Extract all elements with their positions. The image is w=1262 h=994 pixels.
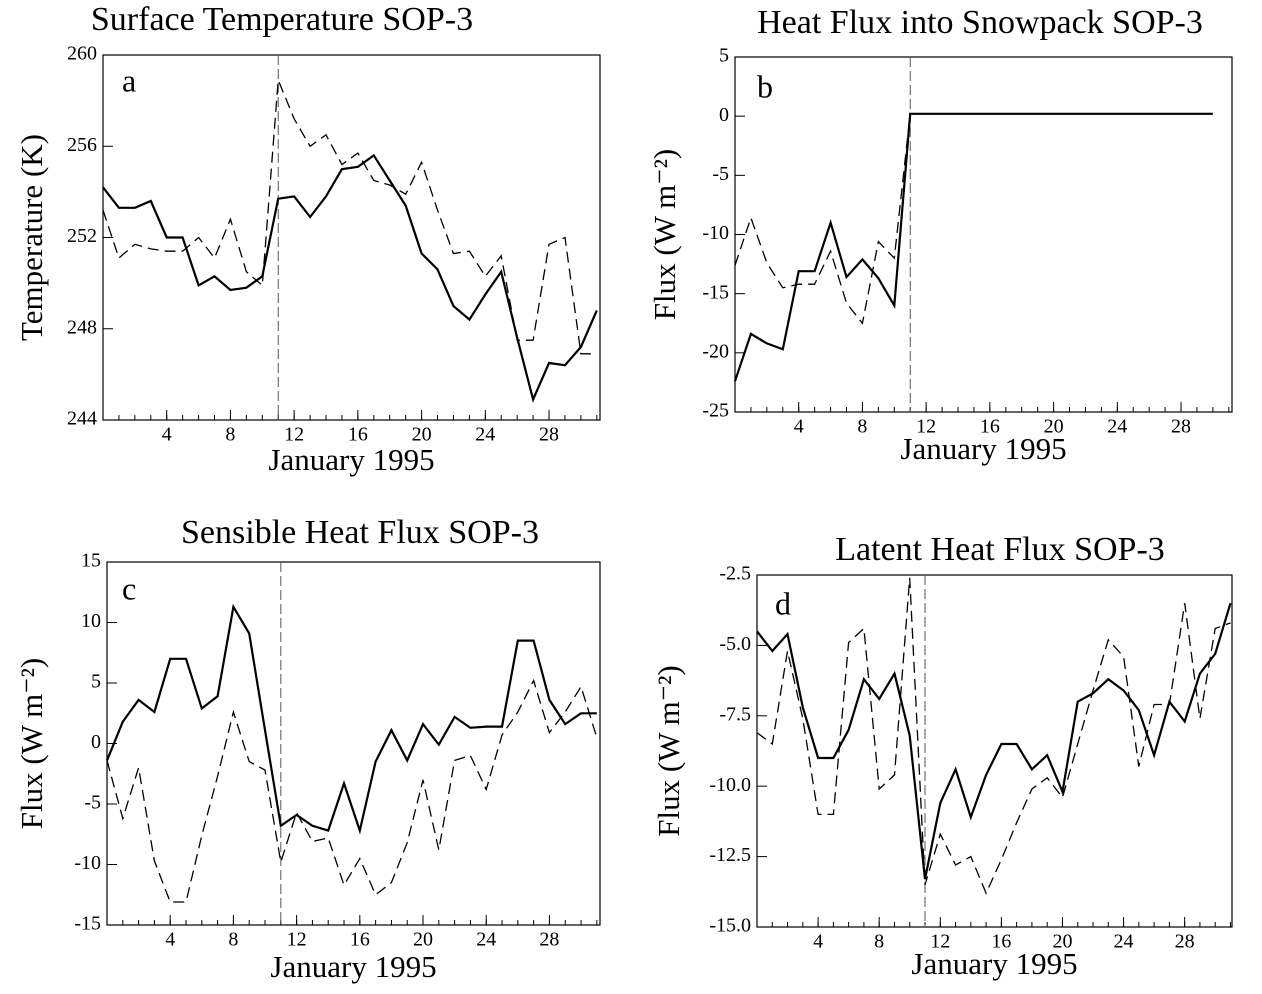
solid-line <box>756 602 1232 880</box>
y-tick-label: -10.0 <box>709 774 751 796</box>
solid-line <box>105 603 597 835</box>
x-tick-label: 24 <box>1114 931 1134 953</box>
y-tick-label: 248 <box>67 316 97 338</box>
y-tick-label: -5.0 <box>719 633 751 655</box>
y-tick-label: -20 <box>702 340 729 362</box>
y-tick-label: -5 <box>84 792 101 814</box>
plot-frame <box>734 56 1233 413</box>
panel-label: c <box>122 570 136 606</box>
panel-label: a <box>122 62 136 98</box>
dashed-line <box>106 678 598 903</box>
chart-title: Sensible Heat Flux SOP-3 <box>181 514 539 551</box>
y-axis-label: Flux (W m⁻²) <box>14 658 49 829</box>
plot-frame <box>106 561 601 926</box>
x-axis-label: January 1995 <box>900 431 1066 466</box>
y-axis-label: Temperature (K) <box>14 134 49 341</box>
y-tick-label: -5 <box>712 163 729 185</box>
y-tick-label: -7.5 <box>719 703 751 725</box>
y-tick-label: -15 <box>74 913 101 935</box>
dashed-line <box>734 113 911 325</box>
y-tick-label: -12.5 <box>709 844 751 866</box>
x-tick-label: 12 <box>930 931 950 953</box>
x-tick-label: 16 <box>991 931 1011 953</box>
x-tick-label: 12 <box>284 424 304 446</box>
chart-title: Surface Temperature SOP-3 <box>91 1 473 38</box>
x-axis-label: January 1995 <box>911 946 1077 981</box>
x-tick-label: 4 <box>813 931 823 953</box>
plot-frame <box>756 574 1233 928</box>
y-tick-label: 260 <box>67 43 97 65</box>
x-tick-label: 20 <box>413 929 433 951</box>
x-tick-label: 28 <box>1175 931 1195 953</box>
y-tick-label: 0 <box>719 104 729 126</box>
x-tick-label: 28 <box>539 929 559 951</box>
panel-label: d <box>775 585 791 621</box>
x-tick-label: 8 <box>874 931 884 953</box>
x-tick-label: 16 <box>350 929 370 951</box>
x-axis-label: January 1995 <box>268 442 434 477</box>
panel-label: b <box>757 68 773 104</box>
x-tick-label: 20 <box>1052 931 1072 953</box>
y-tick-label: 244 <box>67 408 97 430</box>
y-tick-label: -2.5 <box>719 563 751 585</box>
y-tick-label: -15.0 <box>709 915 751 937</box>
x-tick-label: 24 <box>475 424 495 446</box>
x-tick-label: 20 <box>412 424 432 446</box>
x-tick-label: 8 <box>857 416 867 438</box>
x-tick-label: 16 <box>980 416 1000 438</box>
x-tick-label: 20 <box>1044 416 1064 438</box>
y-tick-label: 5 <box>91 671 101 693</box>
x-tick-label: 12 <box>916 416 936 438</box>
x-axis-label: January 1995 <box>270 949 436 984</box>
chart-title: Heat Flux into Snowpack SOP-3 <box>757 4 1203 41</box>
x-tick-label: 12 <box>287 929 307 951</box>
x-tick-label: 24 <box>1107 416 1127 438</box>
x-tick-label: 8 <box>228 929 238 951</box>
y-tick-label: 5 <box>719 45 729 67</box>
y-tick-label: -25 <box>702 400 729 422</box>
x-tick-label: 28 <box>1171 416 1191 438</box>
y-axis-label: Flux (W m⁻²) <box>651 665 686 836</box>
x-tick-label: 24 <box>476 929 496 951</box>
y-tick-label: 15 <box>81 550 101 572</box>
dashed-line <box>102 79 597 355</box>
y-tick-label: 0 <box>91 731 101 753</box>
x-tick-label: 4 <box>162 424 172 446</box>
x-tick-label: 4 <box>794 416 804 438</box>
solid-line <box>102 153 598 403</box>
y-tick-label: -10 <box>74 852 101 874</box>
x-tick-label: 16 <box>348 424 368 446</box>
chart-title: Latent Heat Flux SOP-3 <box>835 531 1165 568</box>
x-tick-label: 4 <box>165 929 175 951</box>
y-tick-label: -10 <box>702 222 729 244</box>
y-tick-label: -15 <box>702 281 729 303</box>
x-tick-label: 28 <box>539 424 559 446</box>
dashed-line <box>756 577 1231 895</box>
y-tick-label: 256 <box>67 134 97 156</box>
x-tick-label: 8 <box>225 424 235 446</box>
solid-line <box>733 112 1213 382</box>
y-tick-label: 252 <box>67 225 97 247</box>
y-tick-label: 10 <box>81 610 101 632</box>
y-axis-label: Flux (W m⁻²) <box>647 149 682 320</box>
